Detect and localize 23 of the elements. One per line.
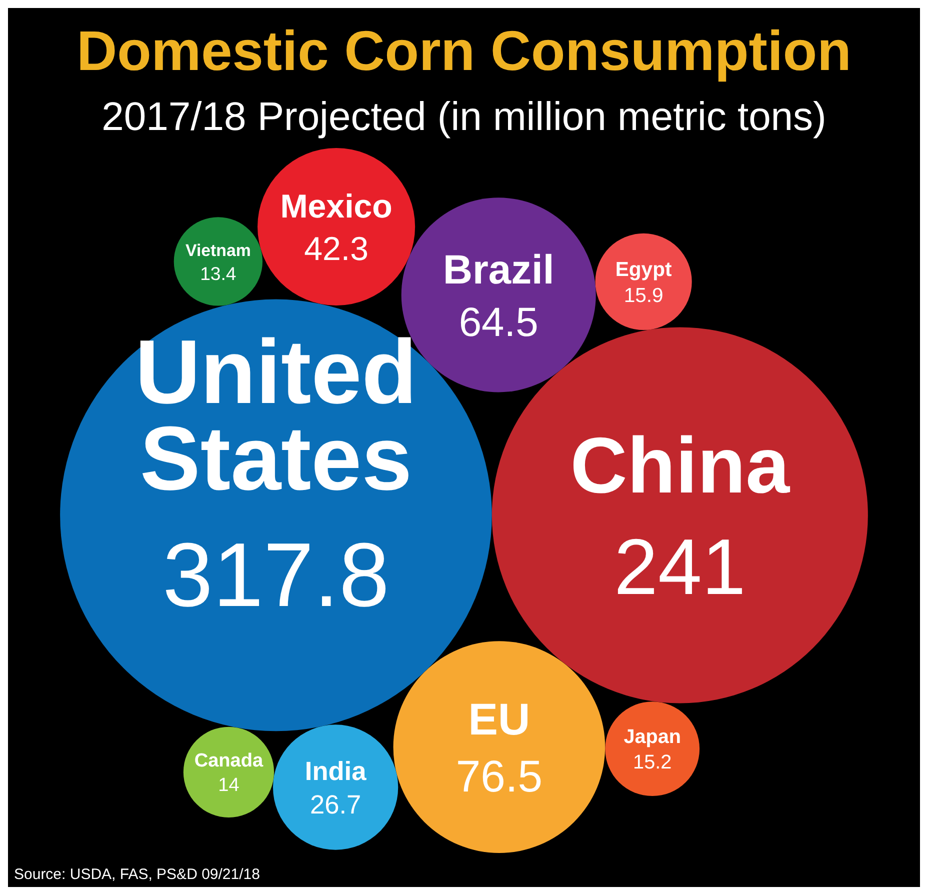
data-label: 15.9 <box>624 284 664 307</box>
data-label: 15.2 <box>633 752 672 774</box>
text: 2017/18 Projected (in million metric tons) <box>102 95 826 139</box>
category-label: Egypt <box>615 258 672 281</box>
data-label: 14 <box>218 775 240 796</box>
category-label: EU <box>468 695 530 744</box>
category-label: Mexico <box>280 188 392 226</box>
category-label: Canada <box>194 750 264 772</box>
data-label: 64.5 <box>458 298 538 345</box>
category-label: United States <box>134 322 418 510</box>
category-label: Brazil <box>442 246 554 292</box>
data-label: 26.7 <box>310 790 362 820</box>
category-label: India <box>304 756 367 786</box>
category-label: China <box>570 422 791 510</box>
data-label: 317.8 <box>162 524 390 626</box>
source-note: Source: USDA, FAS, PS&D 09/21/18 <box>14 866 260 883</box>
data-label: 13.4 <box>200 263 236 284</box>
data-label: 42.3 <box>304 230 368 268</box>
category-label: Japan <box>624 726 682 748</box>
category-label: Vietnam <box>186 241 251 260</box>
data-label: 76.5 <box>456 752 542 802</box>
text: Domestic Corn Consumption <box>76 19 852 82</box>
data-label: 241 <box>614 523 746 612</box>
